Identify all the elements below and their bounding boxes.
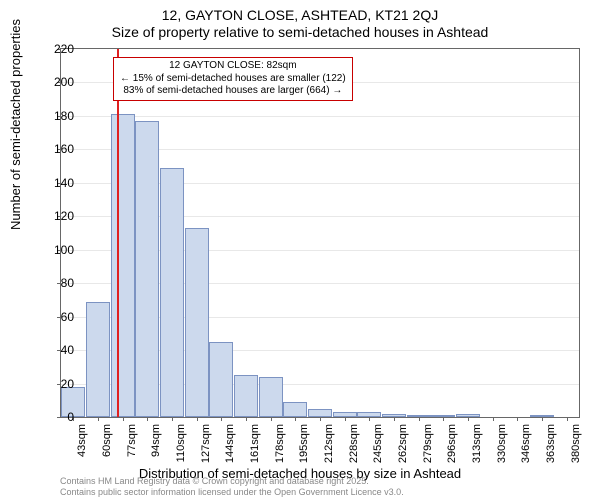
bar bbox=[111, 114, 135, 417]
x-tick-mark bbox=[468, 417, 469, 421]
x-tick-label: 77sqm bbox=[126, 424, 138, 464]
gridline bbox=[61, 116, 579, 117]
info-box: 12 GAYTON CLOSE: 82sqm ← 15% of semi-det… bbox=[113, 57, 353, 101]
x-tick-mark bbox=[345, 417, 346, 421]
y-axis-title: Number of semi-detached properties bbox=[8, 19, 23, 230]
x-tick-label: 127sqm bbox=[200, 424, 212, 464]
y-tick-label: 20 bbox=[44, 377, 74, 391]
x-tick-label: 279sqm bbox=[422, 424, 434, 464]
x-tick-label: 296sqm bbox=[446, 424, 458, 464]
x-tick-mark bbox=[147, 417, 148, 421]
x-tick-label: 195sqm bbox=[298, 424, 310, 464]
x-tick-label: 212sqm bbox=[323, 424, 335, 464]
x-tick-mark bbox=[567, 417, 568, 421]
chart-title-line2: Size of property relative to semi-detach… bbox=[0, 24, 600, 40]
bar bbox=[86, 302, 110, 417]
reference-line bbox=[117, 49, 119, 417]
x-tick-label: 178sqm bbox=[274, 424, 286, 464]
y-tick-label: 180 bbox=[44, 109, 74, 123]
bar bbox=[209, 342, 233, 417]
y-tick-label: 200 bbox=[44, 75, 74, 89]
x-tick-label: 380sqm bbox=[570, 424, 582, 464]
x-tick-label: 60sqm bbox=[101, 424, 113, 464]
x-tick-mark bbox=[221, 417, 222, 421]
x-tick-label: 262sqm bbox=[397, 424, 409, 464]
chart-title-line1: 12, GAYTON CLOSE, ASHTEAD, KT21 2QJ bbox=[0, 0, 600, 24]
x-tick-mark bbox=[419, 417, 420, 421]
y-tick-label: 140 bbox=[44, 176, 74, 190]
x-tick-label: 313sqm bbox=[471, 424, 483, 464]
x-tick-mark bbox=[98, 417, 99, 421]
plot-frame: 12 GAYTON CLOSE: 82sqm ← 15% of semi-det… bbox=[60, 48, 580, 418]
x-tick-label: 161sqm bbox=[249, 424, 261, 464]
x-tick-label: 245sqm bbox=[372, 424, 384, 464]
info-box-line: ← 15% of semi-detached houses are smalle… bbox=[120, 73, 346, 86]
bar bbox=[234, 375, 258, 417]
attribution-line: Contains public sector information licen… bbox=[60, 487, 404, 498]
bar bbox=[160, 168, 184, 417]
x-tick-mark bbox=[320, 417, 321, 421]
x-tick-mark bbox=[394, 417, 395, 421]
y-tick-label: 80 bbox=[44, 276, 74, 290]
bar bbox=[259, 377, 283, 417]
bar bbox=[308, 409, 332, 417]
x-tick-mark bbox=[295, 417, 296, 421]
info-box-line: 83% of semi-detached houses are larger (… bbox=[120, 85, 346, 98]
x-tick-label: 346sqm bbox=[520, 424, 532, 464]
info-box-line: 12 GAYTON CLOSE: 82sqm bbox=[120, 60, 346, 73]
x-tick-mark bbox=[493, 417, 494, 421]
x-tick-label: 330sqm bbox=[496, 424, 508, 464]
attribution: Contains HM Land Registry data © Crown c… bbox=[60, 476, 404, 498]
y-tick-label: 0 bbox=[44, 410, 74, 424]
x-tick-mark bbox=[197, 417, 198, 421]
y-tick-label: 100 bbox=[44, 243, 74, 257]
x-tick-mark bbox=[542, 417, 543, 421]
x-tick-mark bbox=[271, 417, 272, 421]
bar bbox=[283, 402, 307, 417]
attribution-line: Contains HM Land Registry data © Crown c… bbox=[60, 476, 404, 487]
x-tick-mark bbox=[369, 417, 370, 421]
y-tick-label: 220 bbox=[44, 42, 74, 56]
bar bbox=[135, 121, 159, 417]
y-tick-label: 160 bbox=[44, 142, 74, 156]
x-tick-label: 110sqm bbox=[175, 424, 187, 464]
x-tick-label: 94sqm bbox=[150, 424, 162, 464]
x-tick-mark bbox=[246, 417, 247, 421]
x-tick-mark bbox=[123, 417, 124, 421]
plot-area: 12 GAYTON CLOSE: 82sqm ← 15% of semi-det… bbox=[60, 48, 580, 418]
y-tick-label: 60 bbox=[44, 310, 74, 324]
x-tick-label: 144sqm bbox=[224, 424, 236, 464]
bar bbox=[185, 228, 209, 417]
x-tick-mark bbox=[443, 417, 444, 421]
x-tick-label: 228sqm bbox=[348, 424, 360, 464]
x-tick-label: 363sqm bbox=[545, 424, 557, 464]
y-tick-label: 120 bbox=[44, 209, 74, 223]
x-tick-label: 43sqm bbox=[76, 424, 88, 464]
x-tick-mark bbox=[517, 417, 518, 421]
x-tick-mark bbox=[172, 417, 173, 421]
y-tick-label: 40 bbox=[44, 343, 74, 357]
